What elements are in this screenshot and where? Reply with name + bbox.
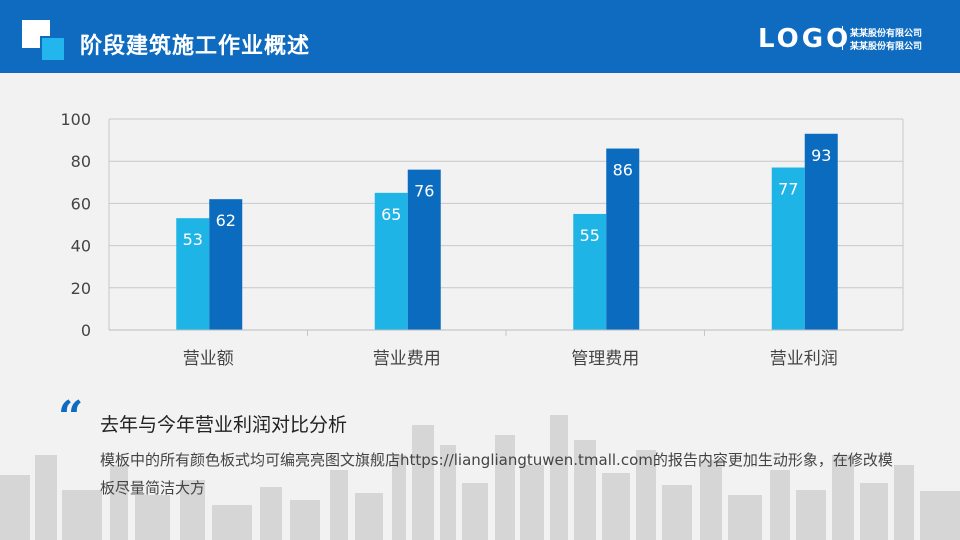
- bar-series-1: [374, 192, 408, 330]
- logo-text: LOGO: [758, 24, 852, 54]
- y-tick-label: 0: [81, 321, 91, 340]
- x-tick-label: 营业费用: [373, 349, 441, 369]
- bar-series-2: [606, 148, 640, 330]
- bar-series-2: [407, 169, 441, 330]
- x-tick-label: 管理费用: [571, 349, 639, 369]
- city-skyline-background: [0, 415, 960, 540]
- header-bar: 阶段建筑施工作业概述 LOGO 某某股份有限公司 某某股份有限公司: [0, 0, 960, 73]
- data-label: 53: [183, 230, 203, 249]
- bar-series-2: [804, 133, 838, 330]
- data-label: 76: [414, 182, 434, 201]
- bar-series-1: [573, 213, 607, 330]
- quote-icon: “: [58, 392, 84, 443]
- summary-title: 去年与今年营业利润对比分析: [100, 414, 348, 436]
- data-label: 77: [778, 180, 798, 199]
- data-label: 62: [216, 211, 236, 230]
- bar-series-1: [771, 167, 805, 330]
- company-name-1: 某某股份有限公司: [850, 29, 923, 39]
- logo-divider: [842, 26, 843, 50]
- data-label: 65: [381, 205, 401, 224]
- y-tick-label: 100: [60, 110, 91, 129]
- x-tick-label: 营业额: [183, 349, 234, 369]
- y-tick-label: 40: [71, 237, 91, 256]
- data-label: 93: [811, 146, 831, 165]
- y-tick-label: 60: [71, 194, 91, 213]
- bar-chart: 0 20 40 60 80 100 营业额 53 62 营业费用 65 76 管理费用 55 86 营业利润 7…: [60, 110, 904, 369]
- squares-logo-icon: [22, 20, 66, 62]
- data-label: 55: [580, 226, 600, 245]
- y-tick-label: 80: [71, 152, 91, 171]
- page-title: 阶段建筑施工作业概述: [80, 34, 311, 59]
- bar-series-2: [209, 199, 243, 330]
- summary-text: 模板中的所有颜色板式均可编亮亮图文旗舰店https://liangliangtu…: [100, 451, 893, 497]
- y-tick-label: 20: [71, 279, 91, 298]
- company-name-2: 某某股份有限公司: [850, 42, 923, 52]
- x-tick-label: 营业利润: [770, 349, 838, 369]
- data-label: 86: [613, 161, 633, 180]
- bar-series-1: [176, 218, 210, 330]
